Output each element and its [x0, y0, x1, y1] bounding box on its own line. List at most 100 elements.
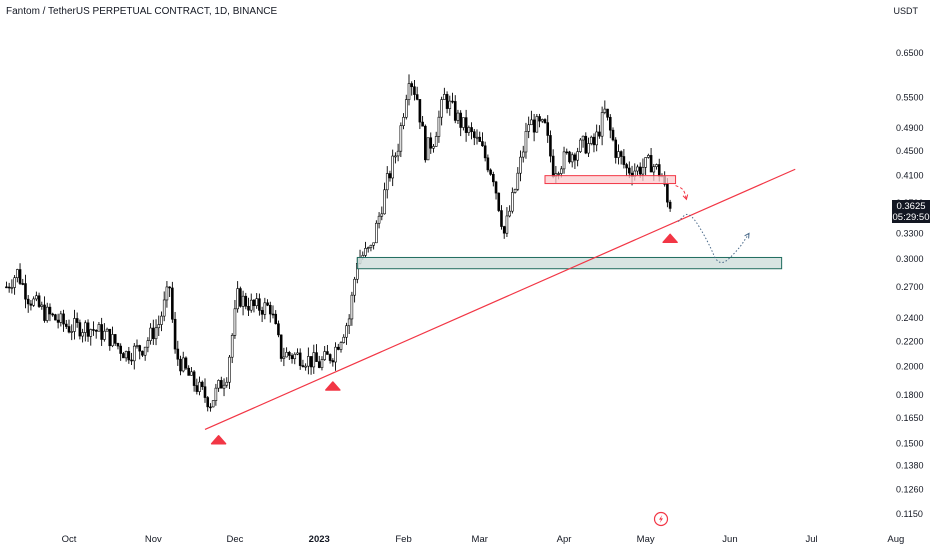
up-arrow-marker — [662, 233, 678, 244]
candle-body — [587, 143, 590, 154]
candle-body — [440, 99, 443, 118]
candle-body — [521, 151, 525, 158]
candle-body — [622, 156, 626, 165]
candle-body — [323, 351, 326, 360]
candle-body — [282, 356, 286, 359]
candle-body — [277, 323, 280, 336]
candle-body — [489, 169, 492, 175]
price-tick-label: 0.1380 — [896, 460, 924, 470]
candle-body — [617, 151, 620, 158]
candle-body — [143, 346, 147, 356]
annotations-layer — [204, 168, 796, 445]
candle-body — [184, 357, 188, 369]
candle-body — [225, 381, 229, 386]
candle-body — [527, 124, 530, 132]
candle-body — [113, 334, 117, 344]
last-price-tag: 0.3625 05:29:50 — [892, 200, 930, 224]
candle-body — [56, 319, 60, 323]
candle-body — [502, 226, 506, 234]
candle-body — [516, 172, 520, 190]
time-tick-label: Feb — [395, 534, 411, 545]
candle-body — [478, 136, 482, 142]
candle-body — [410, 83, 414, 88]
projection-arrowhead — [744, 232, 750, 239]
candle-body — [598, 131, 601, 137]
price-tick-label: 0.1650 — [896, 413, 924, 423]
candle-body — [86, 322, 90, 337]
candle-body — [426, 137, 430, 161]
price-tick-label: 0.2400 — [896, 313, 924, 323]
candle-body — [94, 330, 98, 332]
symbol-title[interactable]: Fantom / TetherUS PERPETUAL CONTRACT, 1D… — [6, 6, 278, 17]
candle-body — [116, 343, 120, 347]
time-axis[interactable]: Oct Nov Dec 2023 Feb Mar Apr May Jun Jul Aug — [62, 534, 905, 545]
price-tick-label: 0.5500 — [896, 92, 924, 102]
candle-body — [472, 131, 476, 138]
candle-body — [307, 356, 310, 367]
lightning-icon[interactable] — [653, 511, 669, 527]
candle-body — [40, 304, 44, 307]
time-tick-label: Jun — [722, 534, 737, 545]
candle-body — [350, 294, 354, 320]
candle-body — [657, 164, 661, 177]
candle-body — [600, 112, 604, 137]
candle-body — [84, 322, 87, 333]
candle-body — [54, 314, 57, 321]
candle-body — [209, 406, 212, 409]
candle-body — [64, 323, 68, 327]
candle-body — [568, 151, 571, 163]
candle-body — [570, 154, 574, 163]
candle-body — [97, 324, 101, 332]
time-tick-label: Nov — [145, 534, 162, 545]
candle-body — [445, 94, 449, 109]
candle-body — [132, 345, 136, 362]
currency-label[interactable]: USDT — [893, 6, 919, 16]
candle-body — [75, 318, 79, 323]
candle-body — [385, 173, 389, 191]
candle-countdown: 05:29:50 — [892, 212, 930, 224]
price-tick-label: 0.6500 — [896, 48, 924, 58]
candle-body — [263, 302, 267, 315]
candle-body — [396, 150, 400, 157]
price-axis[interactable]: 0.65000.55000.49000.45000.41000.37000.33… — [896, 48, 924, 519]
price-tick-label: 0.1800 — [896, 390, 924, 400]
candle-body — [247, 305, 250, 311]
candle-body — [551, 155, 555, 178]
candle-body — [108, 328, 112, 347]
candle-body — [51, 313, 54, 316]
candle-body — [315, 352, 318, 362]
candle-body — [78, 322, 82, 337]
price-tick-label: 0.2200 — [896, 336, 924, 346]
candle-body — [190, 371, 193, 376]
candle-body — [415, 94, 419, 100]
candle-body — [171, 287, 174, 320]
price-tick-label: 0.2700 — [896, 282, 924, 292]
candle-body — [198, 381, 201, 392]
candle-body — [581, 135, 585, 141]
candle-body — [334, 346, 337, 363]
candle-body — [18, 269, 22, 284]
candle-body — [192, 371, 196, 386]
price-tick-label: 0.1500 — [896, 438, 924, 448]
candle-body — [228, 356, 231, 383]
candle-body — [239, 288, 242, 307]
candle-body — [244, 295, 248, 307]
candle-body — [380, 213, 384, 217]
candle-body — [309, 356, 313, 368]
candle-body — [141, 350, 144, 356]
candle-body — [103, 330, 106, 340]
candle-body — [347, 318, 351, 327]
time-tick-label: Aug — [887, 534, 904, 545]
candle-body — [203, 386, 207, 398]
candle-body — [451, 100, 454, 103]
candle-body — [29, 303, 33, 306]
support-zone — [356, 256, 783, 270]
candle-body — [43, 304, 46, 321]
candle-body — [369, 244, 373, 248]
candle-body — [383, 189, 386, 215]
candle-body — [513, 188, 517, 193]
candle-body — [366, 247, 370, 249]
projection-path-dotted — [677, 213, 750, 264]
candle-body — [326, 351, 329, 355]
